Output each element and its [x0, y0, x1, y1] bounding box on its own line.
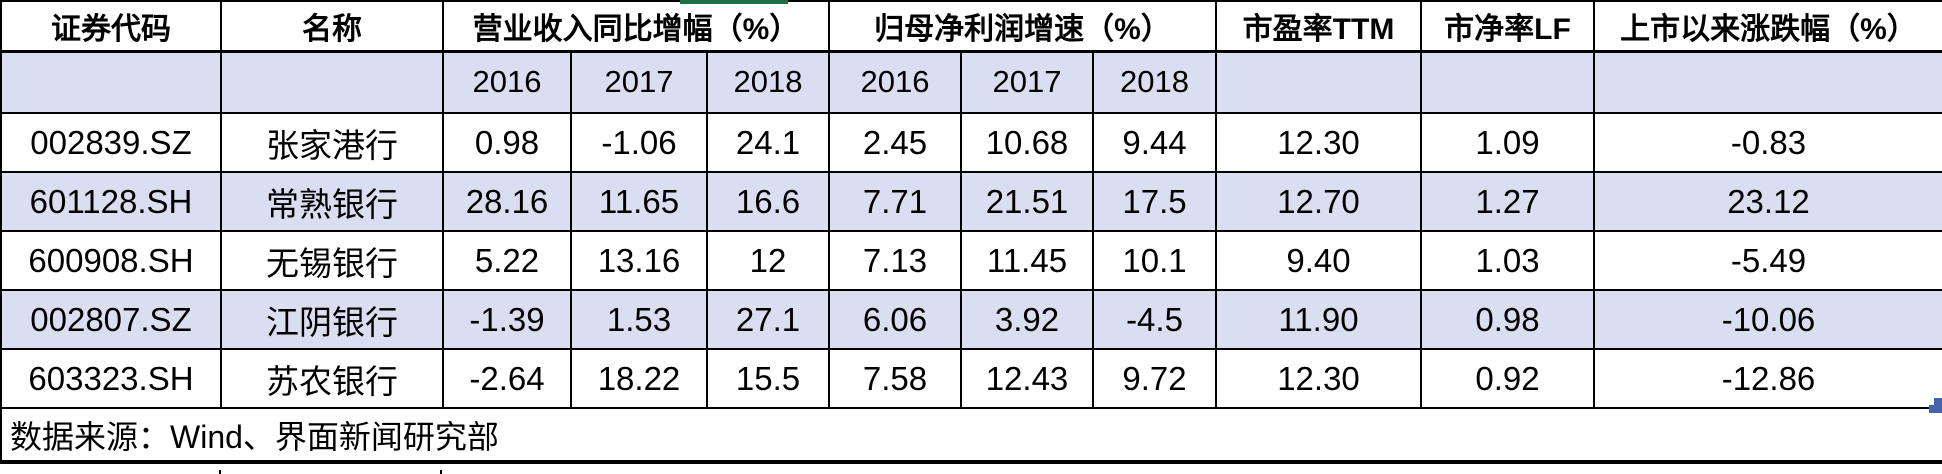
selection-fill-handle[interactable]	[1929, 398, 1942, 413]
cell-row0-pb[interactable]: 1.09	[1420, 112, 1595, 173]
cell-row3-pe[interactable]: 11.90	[1215, 289, 1422, 350]
cell-row1-name[interactable]: 常熟银行	[220, 171, 444, 232]
cell-row4-code[interactable]: 603323.SH	[0, 348, 222, 409]
cell-row0-code[interactable]: 002839.SZ	[0, 112, 222, 173]
cell-row1-pb[interactable]: 1.27	[1420, 171, 1595, 232]
cell-row2-rev2018[interactable]: 12	[706, 230, 830, 291]
cell-border-stub	[440, 470, 442, 474]
year-profit-2018[interactable]: 2018	[1092, 50, 1217, 114]
cell-row1-chg[interactable]: 23.12	[1593, 171, 1942, 232]
cell-row2-rev2017[interactable]: 13.16	[570, 230, 708, 291]
cell-row0-chg[interactable]: -0.83	[1593, 112, 1942, 173]
cell-blank-pb[interactable]	[1420, 50, 1595, 114]
cell-blank-name[interactable]	[220, 50, 444, 114]
cell-row0-rev2018[interactable]: 24.1	[706, 112, 830, 173]
bank-data-table: 证券代码 名称 营业收入同比增幅（%） 归母净利润增速（%） 市盈率TTM 市净…	[0, 0, 1942, 409]
cell-row2-chg[interactable]: -5.49	[1593, 230, 1942, 291]
cell-row2-profit2018[interactable]: 10.1	[1092, 230, 1217, 291]
year-profit-2016[interactable]: 2016	[828, 50, 962, 114]
header-change-since-ipo[interactable]: 上市以来涨跌幅（%）	[1593, 0, 1942, 53]
cell-row4-name[interactable]: 苏农银行	[220, 348, 444, 409]
cell-row4-rev2017[interactable]: 18.22	[570, 348, 708, 409]
cell-row2-profit2016[interactable]: 7.13	[828, 230, 962, 291]
cell-row2-rev2016[interactable]: 5.22	[442, 230, 572, 291]
cell-blank-code[interactable]	[0, 50, 222, 114]
year-profit-2017[interactable]: 2017	[960, 50, 1094, 114]
cell-row4-profit2016[interactable]: 7.58	[828, 348, 962, 409]
table-row: 002807.SZ 江阴银行 -1.39 1.53 27.1 6.06 3.92…	[0, 289, 1942, 350]
header-pb-lf[interactable]: 市净率LF	[1420, 0, 1595, 53]
header-row: 证券代码 名称 营业收入同比增幅（%） 归母净利润增速（%） 市盈率TTM 市净…	[0, 0, 1942, 53]
cell-row0-rev2017[interactable]: -1.06	[570, 112, 708, 173]
cell-row2-code[interactable]: 600908.SH	[0, 230, 222, 291]
cell-row2-profit2017[interactable]: 11.45	[960, 230, 1094, 291]
year-rev-2016[interactable]: 2016	[442, 50, 572, 114]
fill-handle-square-icon	[1934, 398, 1942, 413]
cell-row3-profit2016[interactable]: 6.06	[828, 289, 962, 350]
data-source-text: 数据来源：Wind、界面新闻研究部	[10, 418, 499, 455]
header-profit-growth[interactable]: 归母净利润增速（%）	[828, 0, 1217, 53]
cell-row2-pe[interactable]: 9.40	[1215, 230, 1422, 291]
table-row: 002839.SZ 张家港行 0.98 -1.06 24.1 2.45 10.6…	[0, 112, 1942, 173]
table-row: 600908.SH 无锡银行 5.22 13.16 12 7.13 11.45 …	[0, 230, 1942, 291]
cell-row3-rev2017[interactable]: 1.53	[570, 289, 708, 350]
cell-border-stub	[219, 470, 221, 474]
cell-row4-profit2018[interactable]: 9.72	[1092, 348, 1217, 409]
cell-row1-profit2017[interactable]: 21.51	[960, 171, 1094, 232]
cell-row2-name[interactable]: 无锡银行	[220, 230, 444, 291]
cell-row3-name[interactable]: 江阴银行	[220, 289, 444, 350]
header-code[interactable]: 证券代码	[0, 0, 222, 53]
cell-row4-profit2017[interactable]: 12.43	[960, 348, 1094, 409]
cell-row1-profit2016[interactable]: 7.71	[828, 171, 962, 232]
header-pe-ttm[interactable]: 市盈率TTM	[1215, 0, 1422, 53]
cell-row1-rev2016[interactable]: 28.16	[442, 171, 572, 232]
cell-row3-code[interactable]: 002807.SZ	[0, 289, 222, 350]
year-subheader-row: 2016 2017 2018 2016 2017 2018	[0, 50, 1942, 114]
year-rev-2018[interactable]: 2018	[706, 50, 830, 114]
cell-row1-pe[interactable]: 12.70	[1215, 171, 1422, 232]
cell-row0-profit2017[interactable]: 10.68	[960, 112, 1094, 173]
cell-row1-rev2017[interactable]: 11.65	[570, 171, 708, 232]
cell-row3-pb[interactable]: 0.98	[1420, 289, 1595, 350]
cell-row4-chg[interactable]: -12.86	[1593, 348, 1942, 409]
cell-row0-pe[interactable]: 12.30	[1215, 112, 1422, 173]
cell-row3-profit2017[interactable]: 3.92	[960, 289, 1094, 350]
fill-handle-step-icon	[1929, 405, 1935, 413]
data-source-footer: 数据来源：Wind、界面新闻研究部	[0, 409, 1942, 464]
cell-row4-rev2016[interactable]: -2.64	[442, 348, 572, 409]
header-revenue-growth[interactable]: 营业收入同比增幅（%）	[442, 0, 830, 53]
cell-row0-profit2018[interactable]: 9.44	[1092, 112, 1217, 173]
header-name[interactable]: 名称	[220, 0, 444, 53]
cell-row4-rev2018[interactable]: 15.5	[706, 348, 830, 409]
cell-row3-rev2018[interactable]: 27.1	[706, 289, 830, 350]
sheet-selection-strip	[680, 0, 788, 4]
table-row: 603323.SH 苏农银行 -2.64 18.22 15.5 7.58 12.…	[0, 348, 1942, 409]
cell-row2-pb[interactable]: 1.03	[1420, 230, 1595, 291]
cell-row0-rev2016[interactable]: 0.98	[442, 112, 572, 173]
year-rev-2017[interactable]: 2017	[570, 50, 708, 114]
cell-row0-name[interactable]: 张家港行	[220, 112, 444, 173]
cell-row1-rev2018[interactable]: 16.6	[706, 171, 830, 232]
table-row: 601128.SH 常熟银行 28.16 11.65 16.6 7.71 21.…	[0, 171, 1942, 232]
cell-row3-chg[interactable]: -10.06	[1593, 289, 1942, 350]
cell-row1-profit2018[interactable]: 17.5	[1092, 171, 1217, 232]
cell-row3-profit2018[interactable]: -4.5	[1092, 289, 1217, 350]
cell-row1-code[interactable]: 601128.SH	[0, 171, 222, 232]
cell-row4-pb[interactable]: 0.92	[1420, 348, 1595, 409]
cell-blank-pe[interactable]	[1215, 50, 1422, 114]
cell-row0-profit2016[interactable]: 2.45	[828, 112, 962, 173]
cell-row3-rev2016[interactable]: -1.39	[442, 289, 572, 350]
cell-row4-pe[interactable]: 12.30	[1215, 348, 1422, 409]
cell-blank-chg[interactable]	[1593, 50, 1942, 114]
